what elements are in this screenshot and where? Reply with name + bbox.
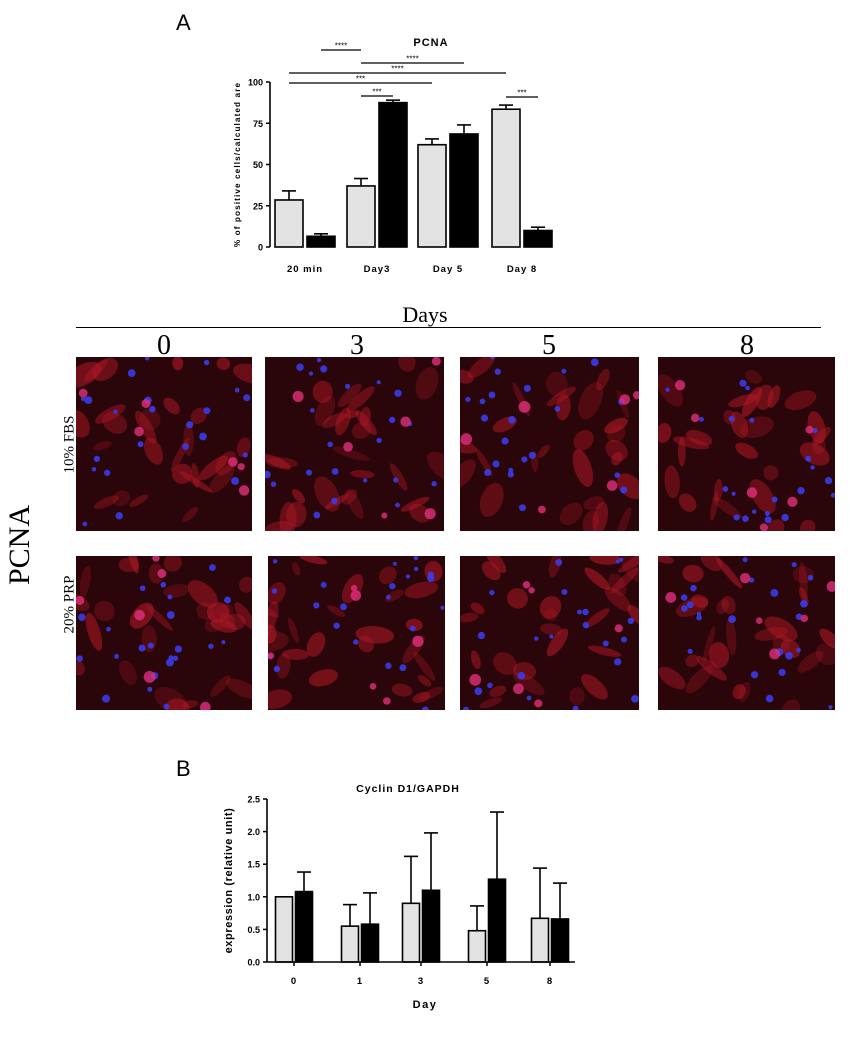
chart-title: Cyclin D1/GAPDH (356, 783, 460, 795)
bar-dark (378, 101, 408, 248)
significance-label: *** (517, 89, 526, 98)
x-tick-label: 20 min (287, 264, 323, 275)
panel-b-letter: B (176, 756, 191, 781)
micrograph-prp-day3 (268, 556, 445, 710)
x-tick-label: Day 8 (507, 264, 537, 275)
x-tick-label: 1 (357, 976, 363, 987)
bar-light (340, 925, 360, 963)
bar-dark (523, 229, 553, 248)
micrograph-prp-day8 (658, 556, 835, 710)
bar-dark (550, 918, 570, 963)
y-tick-label: 1.0 (247, 892, 260, 902)
days-header-rule (76, 327, 821, 328)
pcna-side-label: PCNA (3, 504, 36, 586)
chart-title: PCNA (413, 37, 448, 49)
micrograph-fbs-day8 (658, 357, 835, 531)
bar-dark (487, 878, 507, 963)
day-column-label: 0 (157, 330, 171, 361)
y-tick-label: 25 (253, 201, 263, 211)
bar-dark (294, 890, 314, 963)
days-header: Days (402, 302, 448, 327)
day-column-label: 3 (350, 330, 364, 361)
significance-label: *** (372, 88, 381, 97)
significance-label: *** (356, 75, 365, 84)
micrograph-prp-day5 (460, 556, 639, 710)
micrograph-fbs-day0 (76, 357, 252, 531)
bar-light (401, 902, 421, 963)
y-tick-label: 2.5 (247, 795, 260, 805)
y-tick-label: 1.5 (247, 860, 260, 870)
y-tick-label: 0.0 (247, 958, 260, 968)
x-tick-label: Day3 (364, 264, 391, 275)
y-tick-label: 2.0 (247, 827, 260, 837)
panel-a-letter: A (176, 10, 191, 35)
y-axis-label: expression (relative unit) (223, 808, 235, 954)
micrograph-fbs-day5 (460, 357, 639, 531)
significance-label: **** (406, 55, 418, 64)
micrograph-fbs-day3 (265, 357, 444, 531)
y-tick-label: 100 (248, 78, 263, 88)
x-tick-label: 5 (484, 976, 490, 987)
bar-light (530, 917, 550, 963)
bar-dark (449, 133, 479, 248)
x-tick-label: 0 (291, 976, 297, 987)
micrograph-prp-day0 (76, 556, 252, 710)
pcna-bar-chart: PCNA 0 25 50 75 100 % of positive cells/calcul… (233, 37, 553, 275)
day-column-label: 5 (542, 330, 556, 361)
x-tick-label: 8 (547, 976, 553, 987)
x-tick-label: 3 (418, 976, 424, 987)
bar-dark (360, 923, 380, 963)
bar-light (274, 896, 294, 963)
bar-light (491, 108, 521, 248)
y-tick-label: 0.5 (247, 925, 260, 935)
significance-label: **** (335, 42, 347, 51)
y-tick-label: 75 (253, 119, 263, 129)
significance-label: **** (391, 65, 403, 74)
y-axis-label: % of positive cells/calculated are (233, 82, 242, 247)
bar-dark (306, 235, 336, 248)
bar-light (274, 199, 304, 248)
bar-dark (421, 889, 441, 963)
bar-light (346, 185, 376, 248)
y-tick-label: 50 (253, 160, 263, 170)
bar-light (417, 143, 447, 248)
y-tick-label: 0 (258, 243, 263, 253)
bar-light (467, 929, 487, 963)
day-column-label: 8 (740, 330, 754, 361)
cyclin-bar-chart: Cyclin D1/GAPDH 0.0 0.5 1.0 1.5 2.0 2.5 express… (223, 783, 575, 1011)
x-axis-label: Day (413, 999, 438, 1011)
x-tick-label: Day 5 (433, 264, 463, 275)
